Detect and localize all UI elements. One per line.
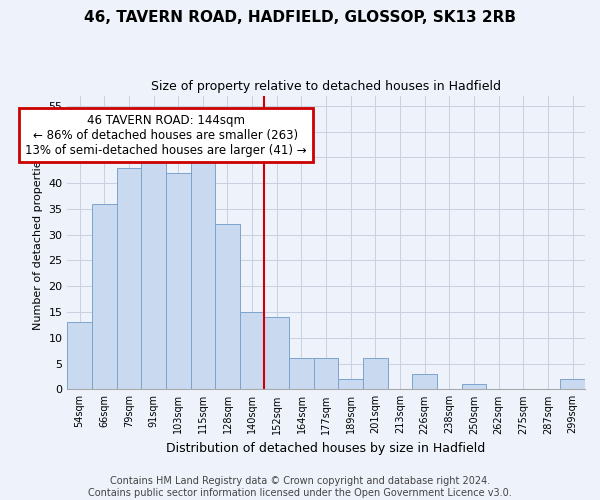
Bar <box>560 379 585 390</box>
Bar <box>141 152 166 390</box>
Bar <box>412 374 437 390</box>
Title: Size of property relative to detached houses in Hadfield: Size of property relative to detached ho… <box>151 80 501 93</box>
Bar <box>240 312 265 390</box>
Text: Contains HM Land Registry data © Crown copyright and database right 2024.
Contai: Contains HM Land Registry data © Crown c… <box>88 476 512 498</box>
Bar <box>215 224 240 390</box>
Bar <box>462 384 487 390</box>
Bar <box>116 168 141 390</box>
Bar <box>338 379 363 390</box>
Text: 46, TAVERN ROAD, HADFIELD, GLOSSOP, SK13 2RB: 46, TAVERN ROAD, HADFIELD, GLOSSOP, SK13… <box>84 10 516 25</box>
Bar <box>289 358 314 390</box>
Y-axis label: Number of detached properties: Number of detached properties <box>32 154 43 330</box>
Bar <box>67 322 92 390</box>
Bar <box>265 317 289 390</box>
Bar <box>191 158 215 390</box>
Bar <box>363 358 388 390</box>
Text: 46 TAVERN ROAD: 144sqm
← 86% of detached houses are smaller (263)
13% of semi-de: 46 TAVERN ROAD: 144sqm ← 86% of detached… <box>25 114 307 156</box>
Bar <box>92 204 116 390</box>
X-axis label: Distribution of detached houses by size in Hadfield: Distribution of detached houses by size … <box>166 442 486 455</box>
Bar <box>314 358 338 390</box>
Bar <box>166 173 191 390</box>
